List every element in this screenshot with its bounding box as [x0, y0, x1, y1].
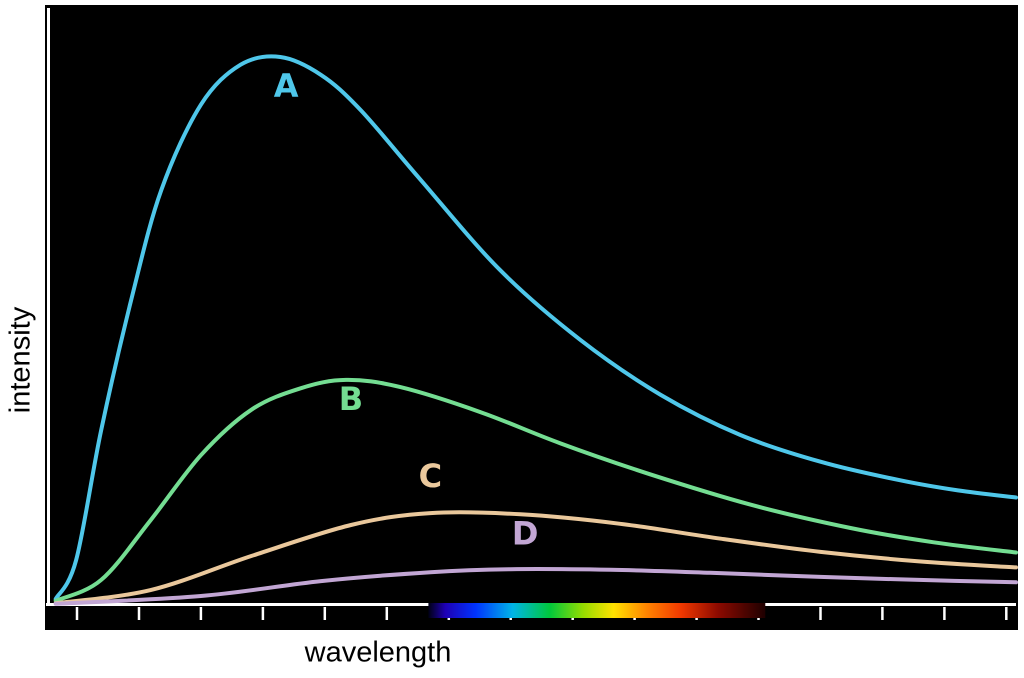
curves [53, 54, 1018, 606]
curve-a [53, 54, 1018, 601]
curve-labels: A B C D [274, 67, 539, 553]
curve-d [53, 567, 1018, 606]
y-axis-label: intensity [4, 306, 37, 414]
plot-background [45, 5, 1018, 630]
x-axis-label: wavelength [304, 636, 452, 669]
curve-label-b: B [339, 380, 363, 418]
curve-label-a: A [274, 67, 299, 105]
curve-label-d: D [512, 515, 539, 553]
curve-label-c: C [419, 457, 442, 495]
spectrum-band [428, 603, 766, 618]
curve-c [53, 510, 1018, 606]
curve-b [53, 377, 1018, 603]
